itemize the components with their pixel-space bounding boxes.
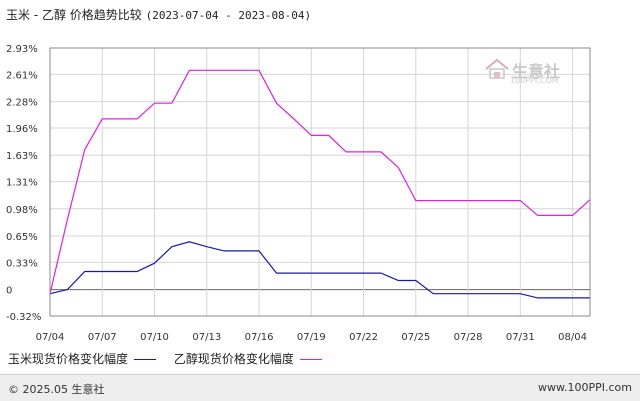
x-tick-label: 07/13 (192, 332, 221, 343)
footer-site-link[interactable]: www.100PPI.com (538, 381, 632, 394)
x-tick-label: 07/31 (506, 332, 535, 343)
x-tick-label: 07/19 (297, 332, 326, 343)
watermark: 生意社 (512, 58, 560, 82)
watermark-logo-icon (485, 58, 509, 79)
x-tick-label: 07/25 (401, 332, 430, 343)
x-tick-label: 07/16 (245, 332, 274, 343)
plot-frame (49, 47, 591, 317)
y-tick-label: 1.63% (6, 151, 38, 162)
x-tick-label: 07/07 (88, 332, 117, 343)
legend-swatch-ethanol (299, 359, 322, 360)
chart-title-main: 玉米 - 乙醇 价格趋势比较 (6, 8, 142, 22)
chart-legend: 玉米现货价格变化幅度 乙醇现货价格变化幅度 (8, 350, 336, 367)
x-tick-label: 07/10 (140, 332, 169, 343)
chart-date-range: (2023-07-04 - 2023-08-04) (145, 9, 312, 22)
y-tick-label: 1.96% (6, 124, 38, 135)
chart-title: 玉米 - 乙醇 价格趋势比较 (2023-07-04 - 2023-08-04) (6, 6, 311, 23)
chart-grid (49, 47, 590, 317)
y-axis-ticks: 2.93% 2.61% 2.28% 1.96% 1.63% 1.31% 0.98% 0.65%… (6, 44, 41, 323)
series-line-ethanol (49, 69, 591, 294)
x-tick-label: 08/04 (558, 332, 587, 343)
legend-item-ethanol: 乙醇现货价格变化幅度 (174, 350, 322, 367)
x-tick-label: 07/28 (454, 332, 483, 343)
y-tick-label: 2.61% (6, 70, 38, 81)
legend-label-corn: 玉米现货价格变化幅度 (8, 352, 129, 366)
y-tick-label: 2.93% (6, 44, 38, 55)
footer-copyright: © 2025.05 生意社 (8, 383, 105, 396)
chart-series (49, 69, 591, 299)
legend-item-corn: 玉米现货价格变化幅度 (8, 350, 157, 367)
y-tick-label: -0.32% (6, 312, 41, 323)
y-tick-label: 2.28% (6, 98, 38, 109)
y-tick-label: 0.33% (6, 258, 38, 269)
y-tick-label: 0 (6, 286, 12, 297)
x-axis-ticks: 07/04 07/07 07/10 07/13 07/16 07/19 07/22 07/25… (36, 332, 587, 343)
x-tick-label: 07/04 (36, 332, 65, 343)
footer: © 2025.05 生意社 www.100PPI.com (0, 374, 640, 401)
legend-swatch-corn (134, 359, 157, 360)
x-tick-label: 07/22 (349, 332, 378, 343)
legend-label-ethanol: 乙醇现货价格变化幅度 (173, 352, 294, 366)
y-tick-label: 0.98% (6, 205, 38, 216)
watermark-text: 生意社 (512, 62, 561, 81)
y-tick-label: 0.65% (6, 232, 38, 243)
y-tick-label: 1.31% (6, 178, 38, 189)
watermark-sub: 100PPI.COM (510, 76, 559, 85)
series-line-corn (49, 241, 590, 299)
